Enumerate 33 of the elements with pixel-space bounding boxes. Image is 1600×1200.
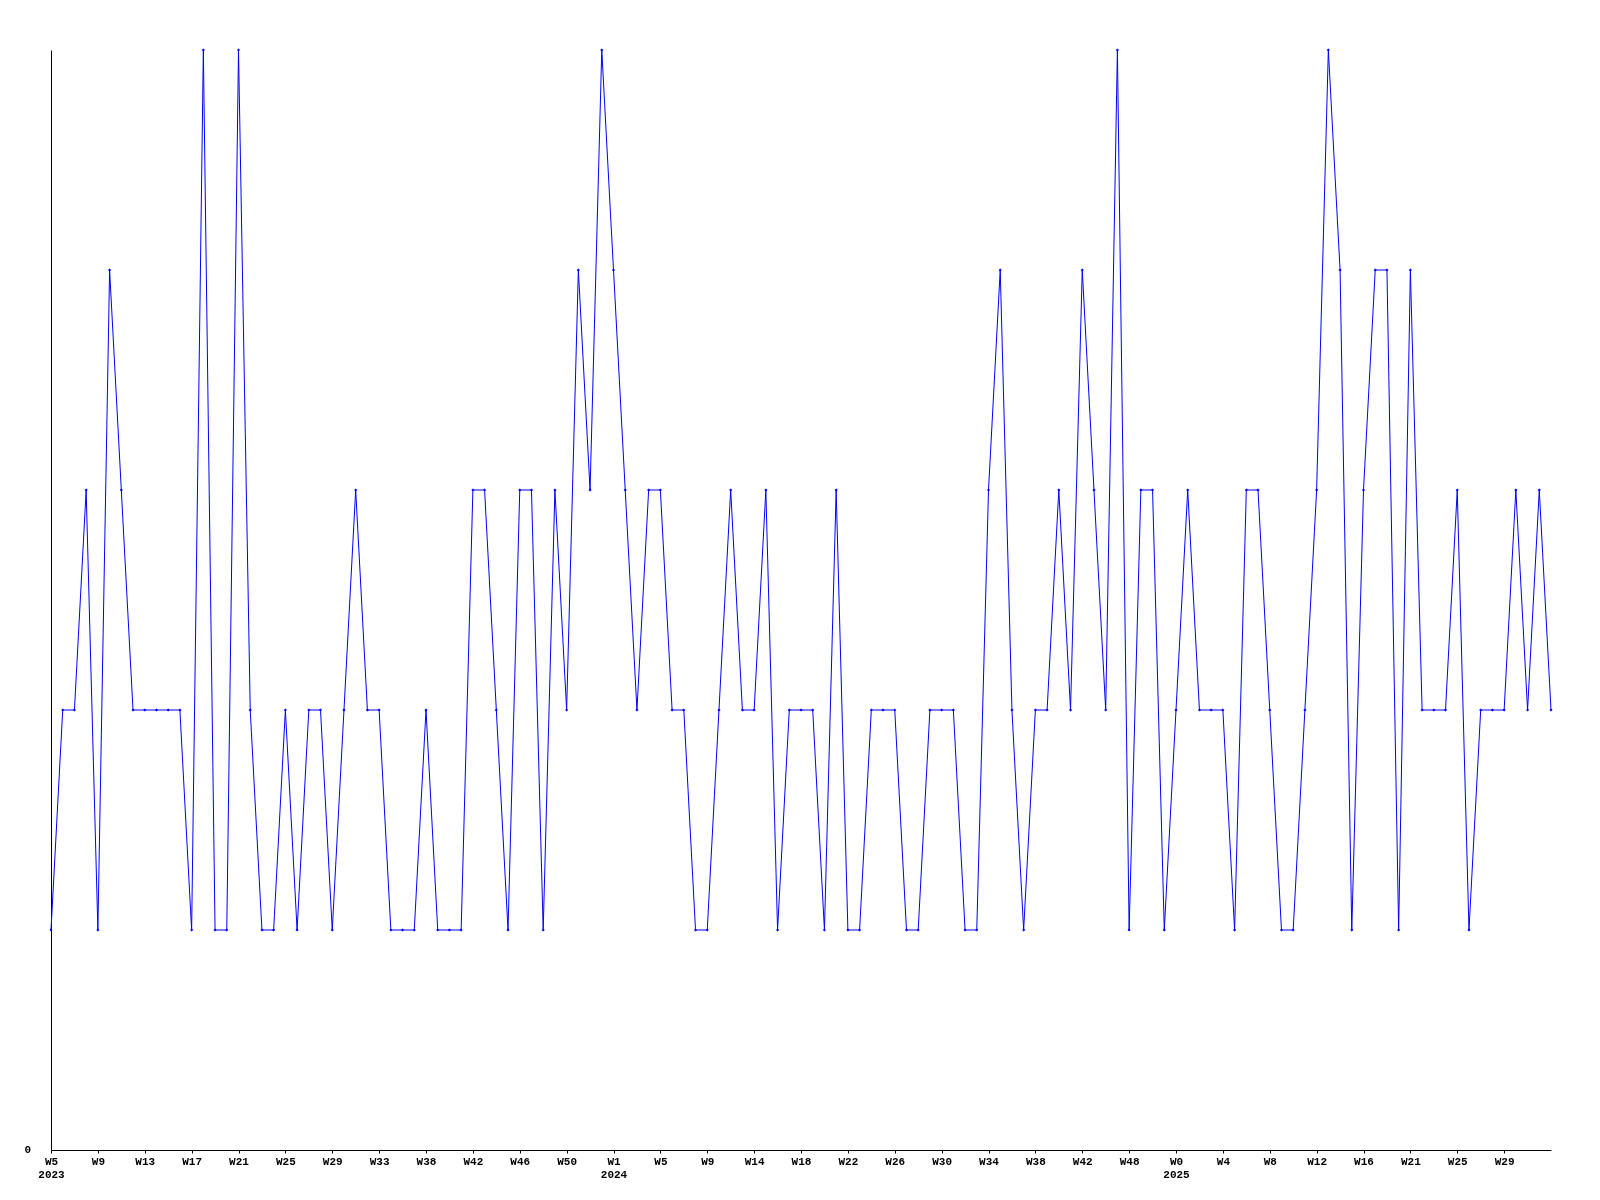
x-tick-label: W29 (322, 1155, 343, 1168)
x-tick-label: W30 (932, 1155, 953, 1168)
x-tick-label: W0 2025 (1163, 1155, 1191, 1181)
x-tick-label: W1 2024 (600, 1155, 628, 1181)
x-tick-label: W21 (229, 1155, 250, 1168)
x-tick-label: W16 (1354, 1155, 1374, 1168)
x-tick-label: W50 (557, 1155, 578, 1168)
text: 0 (24, 1144, 31, 1156)
x-tick-label: W25 (275, 1155, 297, 1168)
x-tick-label: W25 (1447, 1155, 1469, 1168)
x-tick-label: W13 (135, 1155, 156, 1168)
x-tick-label: W26 (885, 1155, 906, 1168)
x-tick-label: W12 (1307, 1155, 1328, 1168)
x-tick-label: W21 (1400, 1155, 1422, 1168)
x-tick-label: W46 (510, 1155, 531, 1168)
x-tick-label: W38 (416, 1155, 437, 1168)
x-tick-label: W38 (1025, 1155, 1047, 1168)
x-tick-label: W4 (1216, 1155, 1231, 1168)
x-tick-label: W42 (1072, 1155, 1093, 1168)
x-tick-label: W14 (744, 1155, 765, 1168)
x-tick-label: W34 (979, 1155, 1000, 1168)
x-tick-label: W48 (1119, 1155, 1140, 1168)
x-tick-label: W5 (654, 1155, 668, 1168)
x-tick-label: W33 (369, 1155, 390, 1168)
x-tick-label: W9 (91, 1155, 105, 1168)
x-tick-label: W29 (1494, 1155, 1515, 1168)
x-tick-label: W22 (838, 1155, 859, 1168)
x-tick-label: W5 2023 (38, 1155, 66, 1181)
x-tick-label: W17 (182, 1155, 203, 1168)
x-tick-label: W9 (701, 1155, 715, 1168)
x-tick-label: W18 (791, 1155, 812, 1168)
x-tick-label: W8 (1263, 1155, 1278, 1168)
x-tick-label: W42 (463, 1155, 484, 1168)
